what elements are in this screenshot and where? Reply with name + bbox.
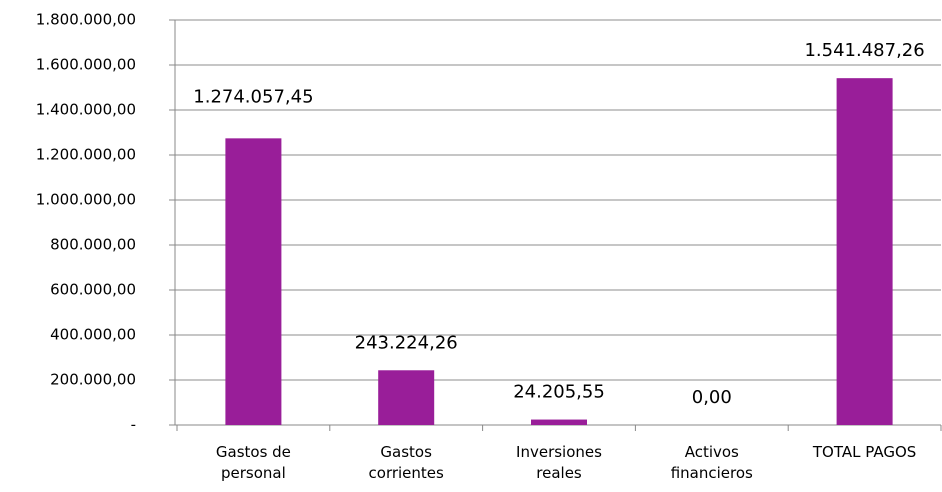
data-label: 0,00 [692,387,732,408]
data-label: 243.224,26 [355,332,458,353]
data-label: 1.541.487,26 [804,40,924,61]
y-tick-label: - [131,416,136,434]
y-tick-label: 400.000,00 [50,326,136,344]
x-tick-label: Gastos corrientes [368,443,444,482]
x-tick-label: Gastos de personal [215,443,291,482]
bar [836,78,893,425]
y-tick-label: 600.000,00 [50,281,136,299]
data-label: 1.274.057,45 [193,86,313,107]
bar [378,370,435,425]
y-tick-label: 800.000,00 [50,236,136,254]
x-tick-label: TOTAL PAGOS [812,443,917,461]
y-tick-label: 1.200.000,00 [36,146,136,164]
y-tick-label: 200.000,00 [50,371,136,389]
bar [225,138,282,425]
x-tick-label: Inversiones reales [516,443,602,482]
y-tick-label: 1.800.000,00 [36,11,136,29]
bar [531,419,587,425]
data-label: 24.205,55 [513,382,605,403]
y-tick-label: 1.000.000,00 [36,191,136,209]
y-tick-label: 1.400.000,00 [36,101,136,119]
y-tick-label: 1.600.000,00 [36,56,136,74]
x-tick-label: Activos financieros [670,443,753,482]
